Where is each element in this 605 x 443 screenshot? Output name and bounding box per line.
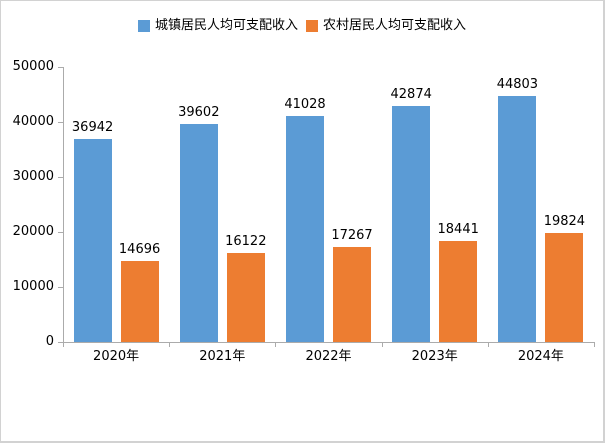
bar-urban-3 [392, 106, 431, 342]
y-axis-tick [58, 177, 63, 178]
y-axis-line [63, 67, 64, 342]
x-axis-tick [275, 342, 277, 347]
x-axis-category-label-2: 2022年 [305, 349, 352, 364]
legend-swatch-urban-icon [137, 20, 150, 32]
bar-value-label-urban-1: 39602 [178, 105, 220, 121]
bar-urban-0 [73, 138, 112, 342]
y-axis-tick [58, 122, 63, 123]
bar-rural-0 [120, 261, 159, 342]
bar-value-label-urban-4: 44803 [496, 76, 539, 92]
bar-urban-2 [286, 116, 324, 342]
y-axis-label: 10000 [12, 279, 54, 294]
x-axis-category-label-1: 2021年 [199, 349, 246, 364]
bar-value-label-rural-0: 14696 [118, 242, 161, 258]
y-axis-label: 0 [45, 334, 54, 349]
y-axis-label: 40000 [12, 114, 54, 129]
x-axis-category-label-3: 2023年 [411, 349, 458, 364]
x-axis-tick [594, 342, 595, 347]
x-axis-category-label-4: 2024年 [517, 349, 564, 364]
x-axis-category-label-0: 2020年 [93, 349, 140, 364]
y-axis-label: 20000 [12, 224, 54, 239]
x-axis-tick [381, 342, 383, 347]
y-axis-label: 30000 [12, 169, 54, 184]
bar-rural-4 [545, 232, 584, 342]
bar-rural-3 [439, 240, 478, 342]
legend-swatch-rural-icon [306, 20, 318, 32]
bar-value-label-rural-4: 19824 [543, 213, 586, 229]
y-axis-tick [58, 232, 63, 233]
x-axis-tick [169, 342, 171, 347]
bar-value-label-urban-2: 41028 [284, 97, 326, 113]
x-axis-line [63, 342, 595, 343]
y-axis-label: 50000 [12, 59, 54, 74]
bar-value-label-urban-3: 42874 [390, 87, 432, 103]
legend-item-urban: 城镇居民人均可支配收入 [137, 18, 298, 33]
bar-urban-1 [179, 124, 218, 342]
legend-label-urban: 城镇居民人均可支配收入 [154, 18, 298, 33]
bar-value-label-rural-2: 17267 [331, 228, 373, 244]
bar-urban-4 [498, 95, 537, 342]
bar-rural-1 [226, 253, 265, 342]
y-axis-tick [58, 287, 63, 288]
bar-value-label-rural-3: 18441 [437, 221, 479, 237]
bar-rural-2 [333, 247, 371, 342]
bar-value-label-urban-0: 36942 [71, 119, 114, 135]
chart-legend: 城镇居民人均可支配收入 农村居民人均可支配收入 [1, 19, 603, 33]
legend-label-rural: 农村居民人均可支配收入 [323, 18, 467, 33]
x-axis-tick [63, 342, 64, 347]
y-axis-tick [58, 67, 63, 68]
x-axis-tick [487, 342, 489, 347]
y-axis-tick [58, 342, 63, 343]
bar-value-label-rural-1: 16122 [225, 234, 267, 250]
legend-item-rural: 农村居民人均可支配收入 [306, 19, 466, 33]
